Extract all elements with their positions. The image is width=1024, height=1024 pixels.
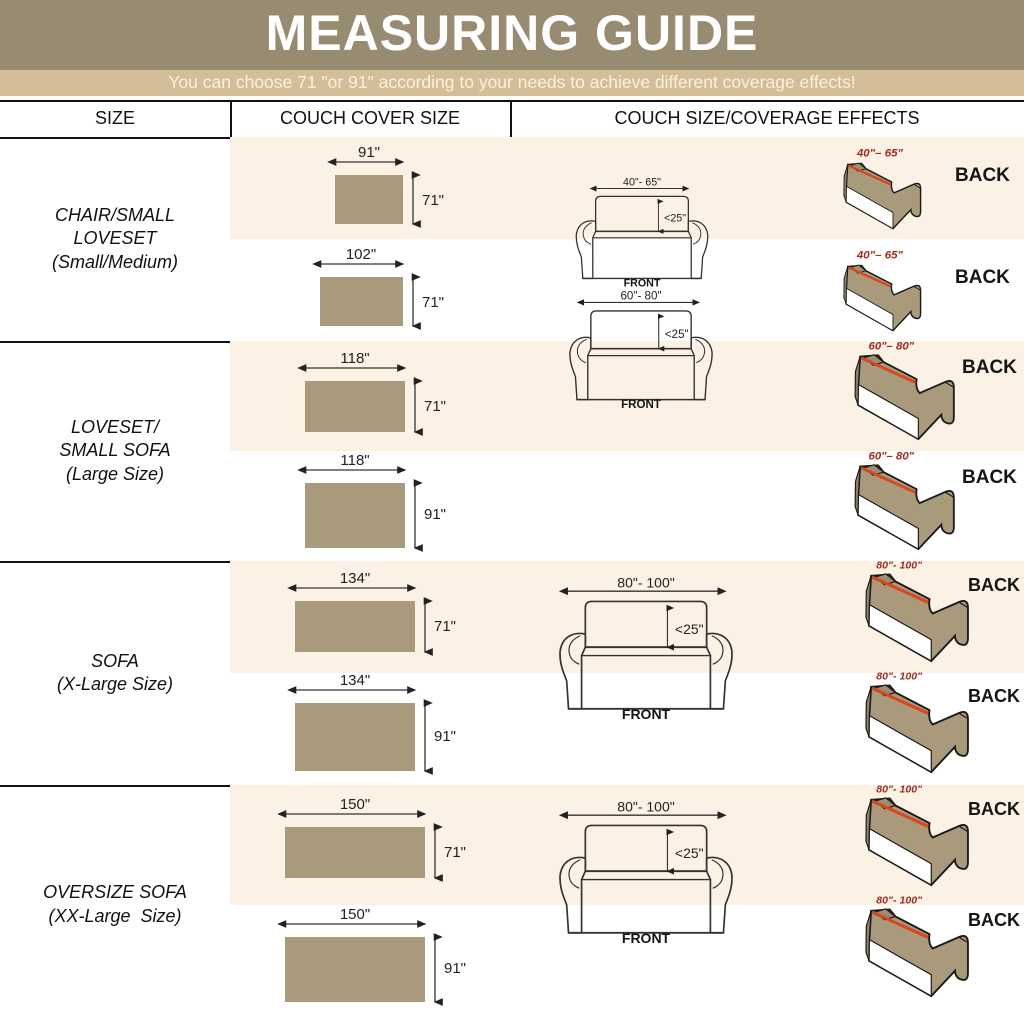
svg-text:134": 134" bbox=[340, 570, 370, 587]
svg-text:118": 118" bbox=[340, 350, 369, 367]
svg-text:FRONT: FRONT bbox=[621, 399, 661, 411]
svg-text:91": 91" bbox=[434, 728, 456, 745]
svg-text:40"– 65": 40"– 65" bbox=[856, 250, 904, 262]
svg-text:91": 91" bbox=[424, 506, 446, 523]
svg-text:71": 71" bbox=[422, 192, 444, 209]
svg-text:150": 150" bbox=[340, 796, 370, 813]
svg-text:FRONT: FRONT bbox=[622, 706, 671, 722]
svg-text:40"- 65": 40"- 65" bbox=[623, 177, 661, 189]
svg-text:<25": <25" bbox=[665, 329, 689, 341]
svg-text:80"- 100": 80"- 100" bbox=[876, 894, 923, 906]
svg-text:FRONT: FRONT bbox=[622, 930, 671, 946]
svg-text:80"- 100": 80"- 100" bbox=[876, 783, 923, 795]
svg-text:<25": <25" bbox=[675, 845, 704, 861]
svg-text:134": 134" bbox=[340, 673, 370, 689]
svg-text:<25": <25" bbox=[675, 621, 704, 637]
svg-text:71": 71" bbox=[424, 398, 446, 415]
svg-text:40"– 65": 40"– 65" bbox=[856, 148, 904, 160]
svg-text:80"- 100": 80"- 100" bbox=[876, 670, 923, 682]
svg-text:91": 91" bbox=[444, 960, 466, 977]
svg-text:71": 71" bbox=[444, 844, 466, 861]
svg-text:102": 102" bbox=[346, 246, 376, 263]
svg-text:118": 118" bbox=[340, 452, 369, 469]
svg-text:71": 71" bbox=[434, 618, 456, 635]
svg-text:80"- 100": 80"- 100" bbox=[617, 798, 674, 814]
svg-text:60"– 80": 60"– 80" bbox=[869, 340, 915, 352]
svg-text:FRONT: FRONT bbox=[624, 277, 661, 289]
svg-text:<25": <25" bbox=[664, 212, 686, 224]
svg-text:71": 71" bbox=[422, 294, 444, 311]
svg-text:80"- 100": 80"- 100" bbox=[617, 574, 674, 590]
svg-text:60"– 80": 60"– 80" bbox=[869, 450, 915, 462]
svg-text:80"- 100": 80"- 100" bbox=[876, 559, 923, 571]
svg-text:60"- 80": 60"- 80" bbox=[621, 290, 662, 302]
svg-text:91": 91" bbox=[358, 144, 380, 161]
svg-text:150": 150" bbox=[340, 906, 370, 923]
